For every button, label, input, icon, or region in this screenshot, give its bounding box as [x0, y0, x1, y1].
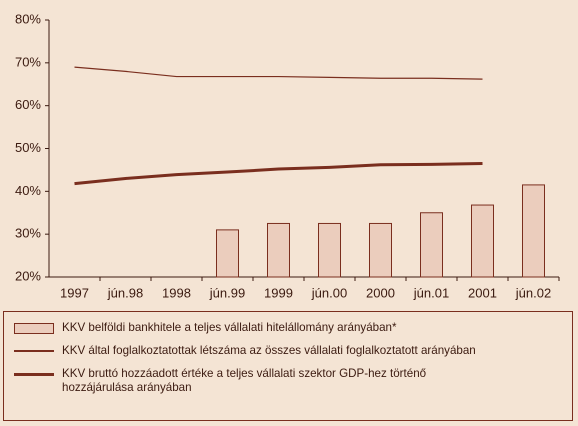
bar: [267, 222, 290, 278]
x-tick-label: 2000: [366, 285, 395, 300]
x-tick-label: jún.00: [311, 285, 347, 300]
y-tick-label: 50%: [15, 140, 41, 155]
line: [74, 161, 483, 186]
x-tick-label: 1999: [264, 285, 293, 300]
x-tick-label: 2001: [468, 285, 497, 300]
x-tick-label: jún.02: [515, 285, 551, 300]
y-tick-label: 60%: [15, 97, 41, 112]
y-tick-label: 40%: [15, 183, 41, 198]
legend-item: KKV bruttó hozzáadott értéke a teljes vá…: [4, 367, 572, 395]
bar: [420, 212, 443, 278]
bar: [522, 184, 545, 278]
legend-item: KKV belföldi bankhitele a teljes vállala…: [4, 321, 572, 335]
legend-swatch: [14, 344, 54, 358]
y-tick-label: 80%: [15, 11, 41, 26]
legend-marker: [14, 372, 54, 376]
x-tick-label: 1998: [162, 285, 191, 300]
chart: 20% 30% 40% 50% 60% 70% 80% 1997 jún.98 1998 jún.9…: [15, 11, 560, 300]
legend-item: KKV által foglalkoztatottak létszáma az …: [4, 344, 572, 358]
legend-swatch: [14, 367, 54, 381]
legend-swatch: [14, 321, 54, 335]
y-tick-label: 30%: [15, 226, 41, 241]
legend: KKV belföldi bankhitele a teljes vállala…: [3, 311, 573, 421]
line: [74, 66, 483, 80]
legend-label: KKV bruttó hozzáadott értéke a teljes vá…: [62, 367, 427, 394]
x-tick-label: jún.01: [413, 285, 449, 300]
x-tick-label: jún.98: [107, 285, 143, 300]
bar: [471, 204, 494, 278]
legend-label: KKV belföldi bankhitele a teljes vállala…: [62, 321, 397, 334]
bar: [216, 229, 239, 278]
bar: [369, 222, 392, 278]
y-tick-label: 20%: [15, 268, 41, 283]
bar: [318, 222, 341, 278]
y-tick-label: 70%: [15, 54, 41, 69]
legend-label: KKV által foglalkoztatottak létszáma az …: [62, 344, 476, 357]
legend-marker: [14, 350, 54, 352]
legend-marker: [14, 322, 54, 334]
x-tick-label: 1997: [60, 285, 89, 300]
x-tick-label: jún.99: [209, 285, 245, 300]
